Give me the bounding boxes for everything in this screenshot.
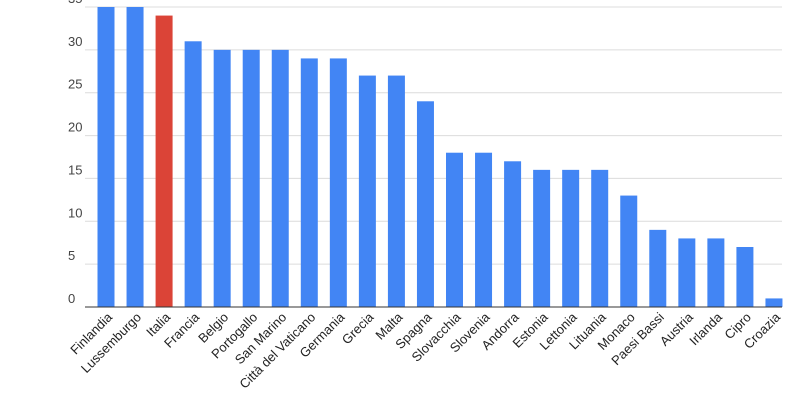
y-axis-tick-labels: 0 5 10 15 20 25 30 35 xyxy=(68,0,82,306)
y-tick-label: 15 xyxy=(68,162,82,177)
y-tick-label: 20 xyxy=(68,120,82,135)
bar-malta xyxy=(387,75,405,307)
bar-san-marino xyxy=(271,49,289,307)
bar-belgio xyxy=(213,49,231,307)
bar-spagna xyxy=(416,101,434,308)
y-tick-label: 0 xyxy=(68,291,75,306)
bar-portogallo xyxy=(242,49,260,307)
x-category-label: Irlanda xyxy=(686,309,725,348)
bar-lussemburgo xyxy=(126,7,144,307)
x-category-label: Grecia xyxy=(339,309,377,347)
bar-estonia xyxy=(533,169,551,307)
y-tick-label: 35 xyxy=(68,0,82,6)
bar-città-del-vaticano xyxy=(300,58,318,307)
bar-francia xyxy=(184,41,202,308)
bar-germania xyxy=(329,58,347,307)
bar-slovacchia xyxy=(446,152,463,307)
bar-lettonia xyxy=(562,169,580,307)
bar-italia xyxy=(155,15,173,307)
bar-austria xyxy=(678,238,696,307)
bar-monaco xyxy=(620,195,638,307)
bar-andorra xyxy=(504,161,522,307)
bars xyxy=(97,7,783,308)
bar-lituania xyxy=(591,169,609,307)
bar-croazia xyxy=(765,298,783,307)
bar-cipro xyxy=(736,247,754,307)
y-tick-label: 30 xyxy=(68,34,82,49)
y-tick-label: 25 xyxy=(68,77,82,92)
bar-paesi-bassi xyxy=(649,229,667,307)
bar-finlandia xyxy=(97,7,115,307)
bar-slovenia xyxy=(475,152,493,307)
bar-irlanda xyxy=(707,238,725,307)
y-tick-label: 5 xyxy=(68,248,75,263)
bar-grecia xyxy=(358,75,376,307)
y-tick-label: 10 xyxy=(68,205,82,220)
